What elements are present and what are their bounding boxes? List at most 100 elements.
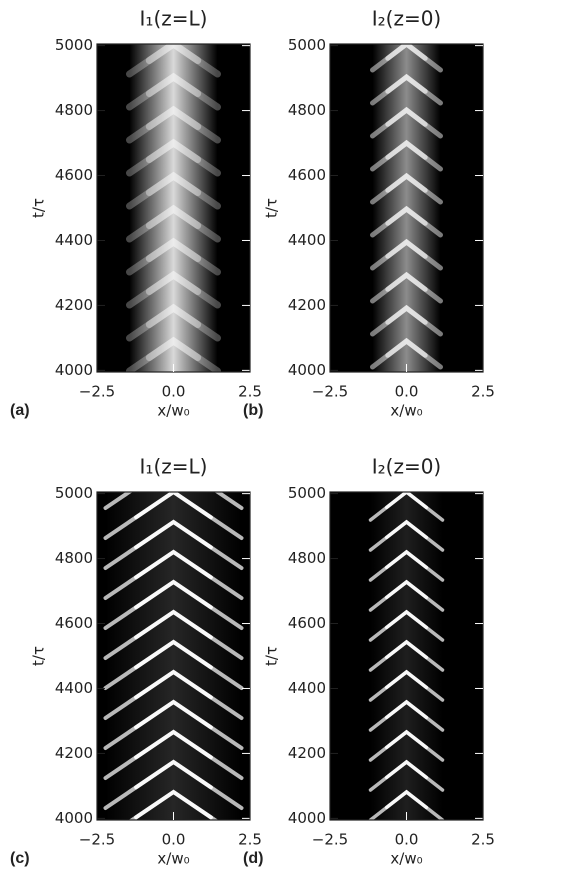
y-tick-label: 4200 (288, 296, 326, 314)
chevron (134, 789, 213, 820)
x-axis-label: x/w₀ (390, 402, 422, 420)
chevron (103, 492, 244, 510)
chevron (126, 72, 221, 111)
chevron (145, 138, 202, 163)
chevron (145, 303, 202, 328)
beam-glow (105, 492, 242, 820)
beam-glow (129, 44, 218, 372)
panel: 4000 4200 4400 4600 4800 5000 −2.5 0.0 2.5 I₂(z=0… (243, 455, 495, 868)
x-axis-label: x/w₀ (390, 850, 422, 868)
y-tick-label: 4000 (55, 361, 93, 379)
chevron (126, 138, 221, 177)
chevron (370, 44, 443, 73)
y-axis-label: t/τ (263, 198, 281, 218)
y-tick-label: 4400 (55, 679, 93, 697)
y-axis-label: t/τ (30, 198, 48, 218)
chevron (384, 669, 429, 690)
y-tick-label: 4200 (55, 744, 93, 762)
chevron (145, 72, 202, 97)
x-tick-label: −2.5 (312, 383, 348, 401)
y-axis-label: t/τ (30, 646, 48, 666)
chevron (126, 336, 221, 372)
chevron (145, 336, 202, 361)
chevron (384, 759, 429, 780)
chevron (126, 105, 221, 144)
beam-glow (370, 492, 443, 820)
chevron (145, 171, 202, 196)
panel: 4000 4200 4400 4600 4800 5000 −2.5 0.0 2.5 I₂(z=0… (243, 7, 495, 420)
x-tick-label: 2.5 (238, 831, 262, 849)
chevron (145, 237, 202, 262)
x-tick-label: 0.0 (395, 831, 419, 849)
y-tick-label: 4600 (288, 614, 326, 632)
chevron (385, 139, 428, 160)
y-tick-label: 5000 (55, 484, 93, 502)
chevron (145, 44, 202, 64)
chevron (145, 204, 202, 229)
y-tick-label: 4600 (55, 166, 93, 184)
y-tick-label: 4800 (55, 101, 93, 119)
chevron (384, 699, 429, 720)
chevron (385, 73, 428, 94)
chevron (126, 303, 221, 342)
y-tick-label: 4400 (288, 679, 326, 697)
chart-title: I₂(z=0) (372, 7, 442, 31)
chevron (384, 519, 429, 540)
chevron (368, 492, 445, 522)
y-tick-label: 4800 (288, 101, 326, 119)
x-tick-label: 0.0 (395, 383, 419, 401)
chevron (134, 549, 213, 580)
y-tick-label: 4400 (288, 231, 326, 249)
chevron (126, 204, 221, 243)
chevron (384, 789, 429, 810)
y-tick-label: 5000 (288, 484, 326, 502)
intensity-map (97, 44, 250, 372)
chevron (385, 172, 428, 193)
x-tick-label: −2.5 (312, 831, 348, 849)
y-tick-label: 4000 (288, 809, 326, 827)
chevron (384, 729, 429, 750)
chevron (384, 492, 429, 510)
x-axis-label: x/w₀ (157, 402, 189, 420)
chevron (384, 579, 429, 600)
panel: 4000 4200 4400 4600 4800 5000 −2.5 0.0 2.5 I₁(z=L… (10, 7, 262, 420)
x-tick-label: −2.5 (79, 383, 115, 401)
chevron (385, 304, 428, 325)
x-tick-label: 0.0 (162, 383, 186, 401)
chevron (134, 639, 213, 670)
chevron (385, 271, 428, 292)
y-axis-label: t/τ (263, 646, 281, 666)
chart-title: I₁(z=L) (140, 7, 208, 31)
chevron (385, 205, 428, 226)
chevron (126, 237, 221, 276)
chevron (134, 729, 213, 760)
x-tick-label: 2.5 (471, 383, 495, 401)
intensity-map (330, 44, 483, 372)
chart-title: I₁(z=L) (140, 455, 208, 479)
y-tick-label: 4600 (288, 166, 326, 184)
chevron (385, 44, 428, 61)
y-tick-label: 5000 (288, 36, 326, 54)
y-tick-label: 4200 (288, 744, 326, 762)
chevron (145, 270, 202, 295)
chevron (126, 44, 221, 78)
panel-label: (a) (10, 402, 30, 419)
y-tick-label: 4400 (55, 231, 93, 249)
y-tick-label: 4800 (55, 549, 93, 567)
chevron (384, 609, 429, 630)
intensity-map (330, 492, 483, 820)
chevron (134, 519, 213, 550)
x-tick-label: 2.5 (238, 383, 262, 401)
chevron (384, 639, 429, 660)
chevron (134, 579, 213, 610)
chevron (134, 669, 213, 700)
y-tick-label: 4000 (55, 809, 93, 827)
panel-label: (d) (243, 850, 263, 867)
chevron (145, 105, 202, 130)
y-tick-label: 4000 (288, 361, 326, 379)
chevron (126, 171, 221, 210)
x-axis-label: x/w₀ (157, 850, 189, 868)
chevron (103, 492, 244, 540)
y-tick-label: 4600 (55, 614, 93, 632)
